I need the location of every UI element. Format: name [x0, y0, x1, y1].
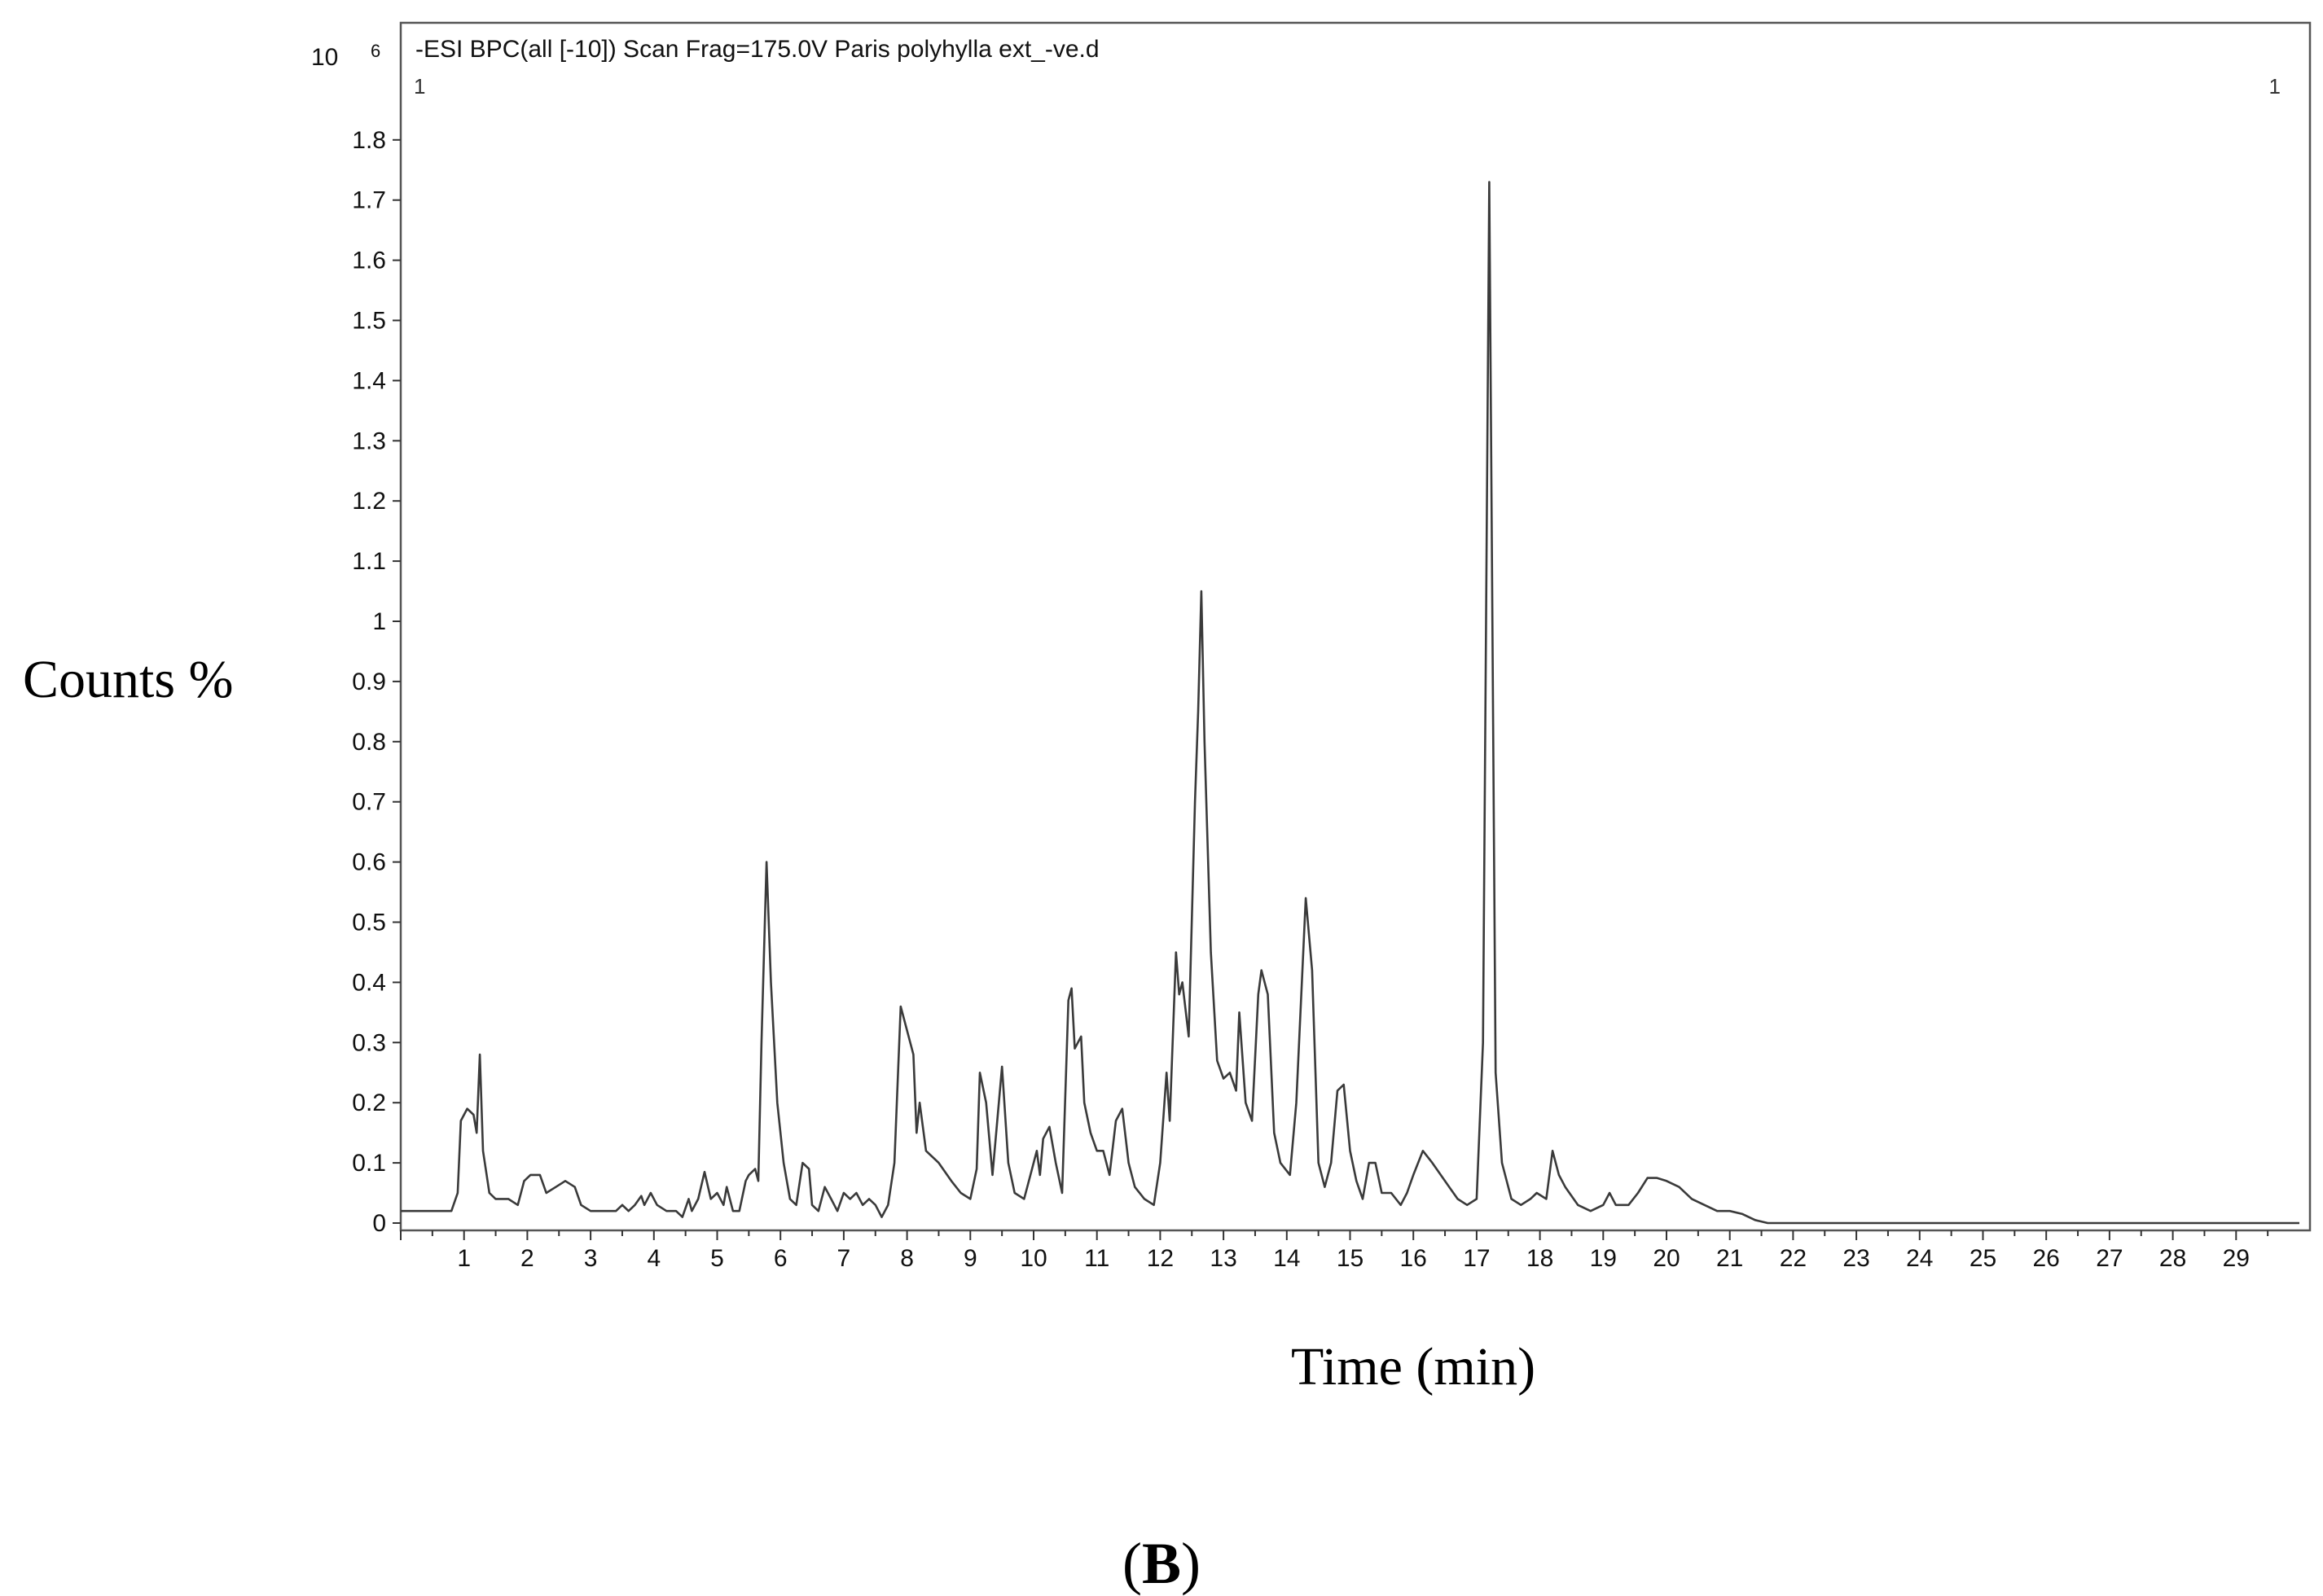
y-tick-label: 0.5: [352, 910, 386, 936]
x-tick-label: 15: [1337, 1245, 1364, 1272]
y-tick-label: 0.8: [352, 729, 386, 756]
y-tick-label: 1: [372, 608, 386, 635]
x-tick-label: 7: [837, 1245, 851, 1272]
series-layer: [401, 181, 2299, 1225]
x-tick-label: 14: [1273, 1245, 1300, 1272]
y-tick-label: 1.2: [352, 488, 386, 515]
x-tick-label: 29: [2223, 1245, 2250, 1272]
x-tick-label: 26: [2033, 1245, 2060, 1272]
plot-frame: [399, 21, 2312, 1232]
x-tick-label: 4: [647, 1245, 661, 1272]
x-tick-label: 23: [1842, 1245, 1869, 1272]
y-tick-label: 1.1: [352, 548, 386, 575]
x-tick-label: 24: [1906, 1245, 1933, 1272]
x-tick-label: 12: [1147, 1245, 1174, 1272]
x-tick-label: 3: [584, 1245, 598, 1272]
y-tick-label: 0: [372, 1210, 386, 1237]
x-tick-label: 8: [900, 1245, 914, 1272]
x-axis-title: Time (min): [1291, 1337, 1535, 1396]
x-tick-label: 28: [2159, 1245, 2186, 1272]
x-tick-label: 10: [1020, 1245, 1047, 1272]
x-tick-label: 11: [1084, 1245, 1109, 1272]
y-tick-label: 0.3: [352, 1029, 386, 1056]
x-tick-label: 17: [1463, 1245, 1490, 1272]
x-tick-label: 21: [1716, 1245, 1743, 1272]
x-tick-label: 19: [1590, 1245, 1617, 1272]
x-tick-label: 18: [1526, 1245, 1553, 1272]
y-tick-label: 1.4: [352, 367, 386, 394]
panel-label: (B): [1122, 1531, 1201, 1596]
y-tick-label: 1.5: [352, 308, 386, 335]
y-tick-label: 1.6: [352, 248, 386, 274]
x-tick-label: 13: [1210, 1245, 1236, 1272]
plot-title: -ESI BPC(all [-10]) Scan Frag=175.0V Par…: [415, 36, 1100, 63]
y-tick-label: 1.7: [352, 187, 386, 214]
y-tick-label: 0.7: [352, 789, 386, 816]
y-tick-label: 1.3: [352, 428, 386, 454]
y-axis-ticks: 0 0.1 0.2 0.3 0.4 0.5 0.6 0.7 0.8 0.9 1 1.1 1.2 1.3 1.…: [352, 127, 401, 1237]
x-tick-label: 25: [1970, 1245, 1996, 1272]
y-tick-label: 0.4: [352, 969, 386, 996]
x-tick-label: 22: [1780, 1245, 1807, 1272]
y-axis-title: Counts %: [23, 650, 234, 709]
y-tick-label: 1.8: [352, 127, 386, 154]
corner-label-left: 1: [414, 74, 425, 99]
y-tick-label: 0.1: [352, 1150, 386, 1177]
x-tick-label: 16: [1400, 1245, 1427, 1272]
y-tick-label: 0.6: [352, 849, 386, 876]
series-line: [401, 181, 2299, 1225]
x-tick-label: 5: [710, 1245, 724, 1272]
x-tick-label: 6: [774, 1245, 788, 1272]
y-tick-label: 0.2: [352, 1090, 386, 1116]
panel-label-letter: B: [1142, 1531, 1181, 1596]
corner-label-right: 1: [2269, 74, 2281, 99]
x-tick-label: 20: [1653, 1245, 1680, 1272]
x-tick-label: 2: [520, 1245, 534, 1272]
x-tick-label: 1: [457, 1245, 471, 1272]
x-tick-label: 27: [2096, 1245, 2123, 1272]
x-axis-ticks: 1 2 3 4 5 6 7 8 9 10 11 12 13 14 15 16 17 18 19 20 21 22 23 24 2…: [400, 1230, 2269, 1272]
y-tick-label: 0.9: [352, 669, 386, 695]
y-multiplier-base: 10: [311, 44, 338, 71]
y-multiplier-exponent: 6: [371, 41, 380, 61]
x-tick-label: 9: [964, 1245, 977, 1272]
plot-border: [399, 21, 2312, 1232]
